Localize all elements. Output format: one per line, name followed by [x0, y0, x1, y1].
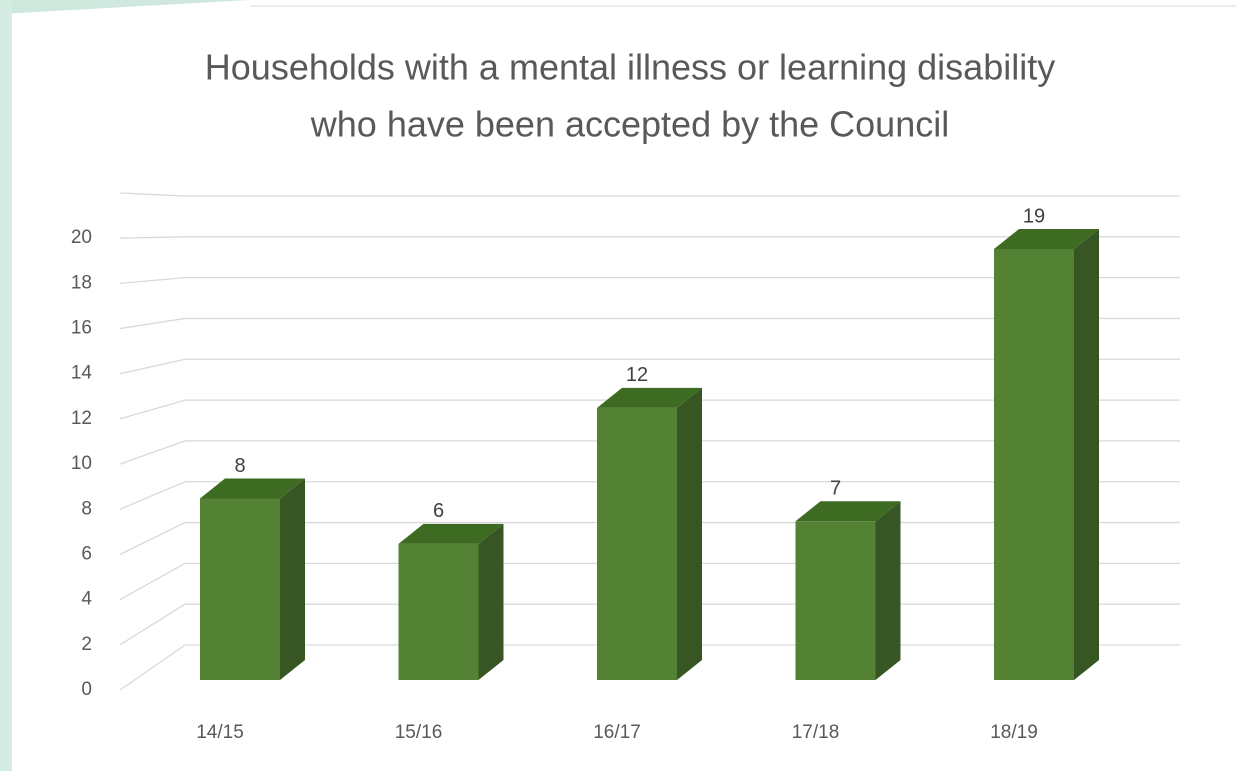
y-tick-label: 14 [71, 363, 93, 384]
y-tick-label: 4 [81, 589, 92, 610]
bar-front [200, 498, 280, 680]
bar [994, 229, 1099, 680]
data-label: 6 [433, 500, 444, 522]
grid-line [119, 276, 1180, 285]
data-label: 19 [1023, 205, 1045, 227]
data-label: 8 [234, 455, 245, 477]
bar [200, 478, 305, 680]
x-tick-label: 17/18 [792, 722, 840, 743]
x-tick-label: 18/19 [990, 722, 1038, 743]
bar [795, 501, 901, 680]
bar-side [875, 501, 901, 680]
bar-side [1074, 229, 1099, 680]
bar-front [398, 543, 479, 680]
bar-top [994, 229, 1099, 250]
y-tick-label: 16 [71, 318, 92, 339]
y-tick-label: 2 [81, 634, 92, 655]
grid-line [119, 236, 1180, 239]
chart-title: who have been accepted by the Council [310, 104, 949, 145]
bar-side [478, 523, 504, 680]
y-tick-label: 20 [71, 227, 92, 248]
bar-front [994, 249, 1074, 680]
y-tick-label: 12 [71, 408, 92, 429]
bar-top [597, 387, 702, 408]
y-tick-label: 8 [81, 498, 92, 519]
y-tick-label: 0 [81, 679, 92, 700]
grid-line [119, 481, 1180, 510]
bar-front [795, 521, 876, 680]
bar-side [280, 478, 305, 680]
x-tick-label: 15/16 [395, 722, 443, 743]
bar-top [200, 478, 305, 499]
grid-line [119, 440, 1180, 465]
chart-title: Households with a mental illness or lear… [205, 47, 1055, 88]
grid-line [119, 358, 1180, 375]
bar [398, 523, 504, 680]
data-label: 7 [830, 478, 841, 500]
grid-line [119, 317, 1180, 330]
y-tick-label: 18 [71, 272, 92, 293]
decor-strip [0, 0, 12, 771]
grid-line [119, 399, 1180, 420]
data-label: 12 [626, 364, 648, 386]
x-tick-label: 14/15 [196, 722, 244, 743]
decor [0, 0, 250, 14]
x-tick-label: 16/17 [593, 722, 641, 743]
frame-line [119, 192, 1180, 197]
bar-top [398, 523, 504, 544]
bar [597, 387, 702, 680]
y-tick-label: 10 [71, 453, 92, 474]
bar-side [677, 387, 702, 680]
y-tick-label: 6 [81, 543, 92, 564]
bar-top [795, 501, 901, 522]
bar-front [597, 407, 677, 680]
